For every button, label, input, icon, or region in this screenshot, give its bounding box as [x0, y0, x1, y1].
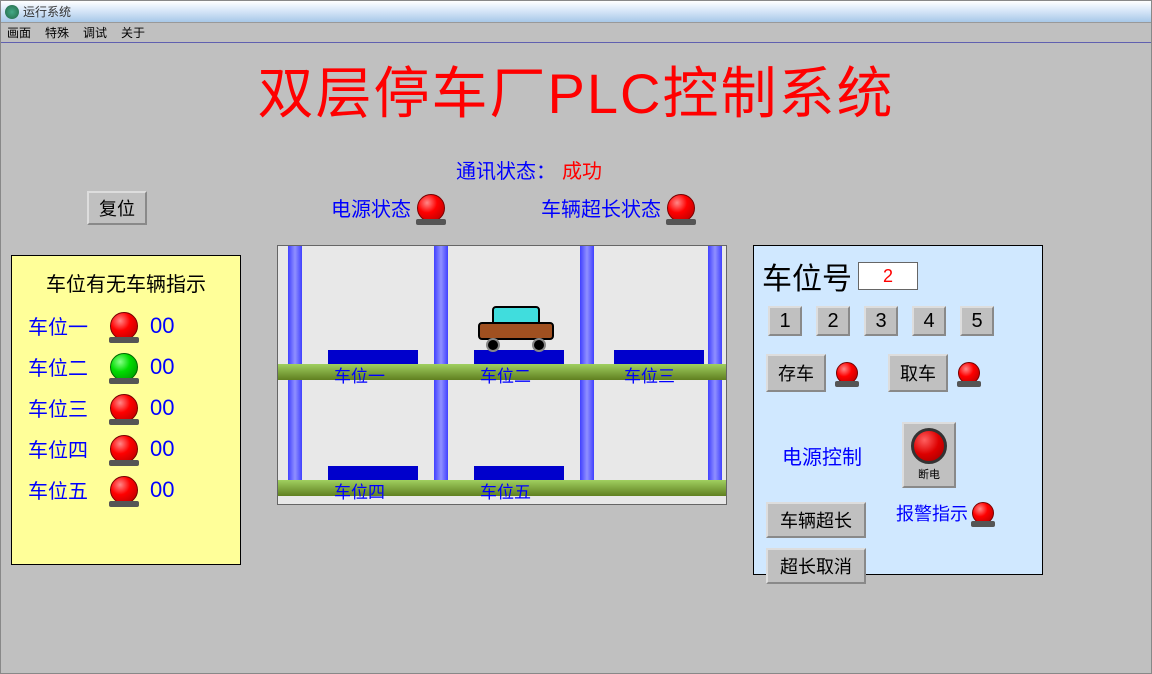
slot-label: 车位五 [28, 475, 98, 504]
overlength-button[interactable]: 车辆超长 [766, 502, 866, 538]
app-icon [5, 5, 19, 19]
menubar: 画面 特殊 调试 关于 [1, 23, 1151, 43]
slot-led-icon [110, 353, 138, 381]
slot-indicator-row: 车位四 00 [12, 428, 240, 469]
slot-select-1-button[interactable]: 1 [768, 306, 802, 336]
menu-debug[interactable]: 调试 [83, 24, 107, 41]
slot-indicator-row: 车位二 00 [12, 346, 240, 387]
app-window: 运行系统 画面 特殊 调试 关于 双层停车厂PLC控制系统 通讯状态： 成功 复位… [0, 0, 1152, 674]
slot-select-4-button[interactable]: 4 [912, 306, 946, 336]
power-button-icon [911, 428, 947, 464]
power-status-row: 电源状态 [331, 193, 445, 222]
window-title: 运行系统 [23, 3, 71, 20]
slot-select-5-button[interactable]: 5 [960, 306, 994, 336]
overlength-cancel-button[interactable]: 超长取消 [766, 548, 866, 584]
control-panel: 车位号 2 12345 存车 取车 电源控制 断电 车辆超长 [753, 245, 1043, 575]
slot-led-icon [110, 312, 138, 340]
slot-indicator-row: 车位三 00 [12, 387, 240, 428]
slot-count: 00 [150, 477, 174, 503]
viz-slot-4-label: 车位四 [334, 478, 385, 503]
viz-slot-2-label: 车位二 [480, 362, 531, 387]
power-off-button[interactable]: 断电 [902, 422, 956, 488]
slot-count: 00 [150, 395, 174, 421]
slot-label: 车位三 [28, 393, 98, 422]
viz-slot-5-label: 车位五 [480, 478, 531, 503]
slot-label: 车位四 [28, 434, 98, 463]
comm-status: 通讯状态： 成功 [456, 155, 602, 184]
overlength-status-row: 车辆超长状态 [541, 193, 695, 222]
retrieve-button[interactable]: 取车 [888, 354, 948, 392]
slot-indicator-row: 车位五 00 [12, 469, 240, 510]
overlength-status-label: 车辆超长状态 [541, 193, 661, 222]
slot-select-2-button[interactable]: 2 [816, 306, 850, 336]
slot-label: 车位二 [28, 352, 98, 381]
overlength-led-icon [667, 194, 695, 222]
slot-number-display: 2 [858, 262, 918, 290]
main-title: 双层停车厂PLC控制系统 [1, 43, 1151, 130]
parking-visualization: 车位一 车位二 车位三 车位四 车位五 [277, 245, 727, 505]
slot-led-icon [110, 435, 138, 463]
power-status-label: 电源状态 [331, 193, 411, 222]
slot-led-icon [110, 394, 138, 422]
menu-special[interactable]: 特殊 [45, 24, 69, 41]
retrieve-led-icon [958, 362, 980, 384]
viz-slot-3-label: 车位三 [624, 362, 675, 387]
power-control-label: 电源控制 [782, 441, 862, 470]
slot-label: 车位一 [28, 311, 98, 340]
store-button[interactable]: 存车 [766, 354, 826, 392]
slot-indicator-title: 车位有无车辆指示 [12, 256, 240, 305]
reset-button[interactable]: 复位 [87, 191, 147, 225]
slot-count: 00 [150, 354, 174, 380]
store-led-icon [836, 362, 858, 384]
slot-count: 00 [150, 313, 174, 339]
menu-about[interactable]: 关于 [121, 24, 145, 41]
menu-screen[interactable]: 画面 [7, 24, 31, 41]
slot-indicator-row: 车位一 00 [12, 305, 240, 346]
alarm-led-icon [972, 502, 994, 524]
content-area: 双层停车厂PLC控制系统 通讯状态： 成功 复位 电源状态 车辆超长状态 车位有无… [1, 43, 1151, 673]
alarm-label: 报警指示 [896, 500, 968, 526]
slot-led-icon [110, 476, 138, 504]
comm-status-label: 通讯状态： [456, 161, 556, 183]
viz-slot-1-label: 车位一 [334, 362, 385, 387]
car-icon [478, 306, 558, 350]
power-led-icon [417, 194, 445, 222]
slot-number-label: 车位号 [762, 254, 852, 298]
slot-select-3-button[interactable]: 3 [864, 306, 898, 336]
power-button-label: 断电 [918, 466, 940, 482]
titlebar: 运行系统 [1, 1, 1151, 23]
slot-count: 00 [150, 436, 174, 462]
slot-indicator-panel: 车位有无车辆指示 车位一 00 车位二 00 车位三 00 车位四 00 车位五 00 [11, 255, 241, 565]
comm-status-value: 成功 [562, 161, 602, 183]
